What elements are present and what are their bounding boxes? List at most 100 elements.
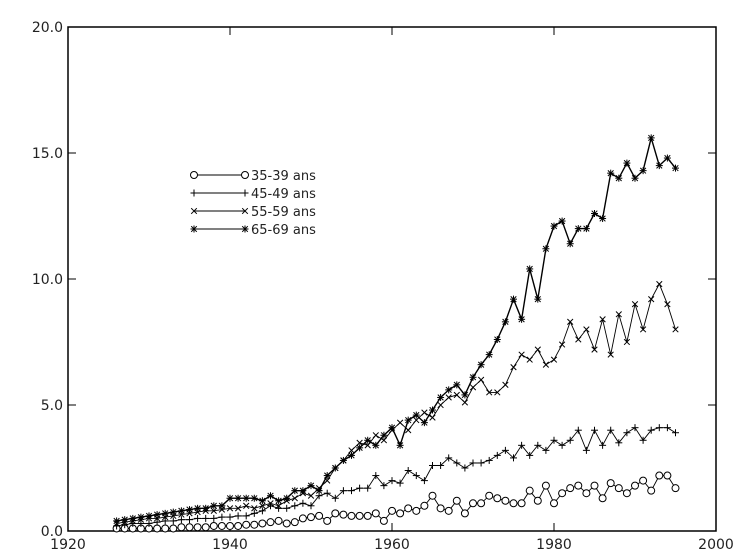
data-point-55-59-ans bbox=[243, 502, 250, 509]
marker-stroke bbox=[275, 497, 282, 504]
marker-stroke bbox=[153, 511, 161, 518]
data-point-45-49-ans bbox=[542, 446, 550, 454]
data-point-65-69-ans bbox=[510, 295, 517, 303]
marker-stroke bbox=[190, 207, 198, 215]
data-point-55-59-ans bbox=[429, 414, 436, 421]
marker-stroke bbox=[137, 513, 145, 521]
data-point-65-69-ans bbox=[607, 169, 615, 177]
marker-stroke bbox=[494, 389, 501, 396]
y-tick-label: 10.0 bbox=[32, 272, 63, 288]
y-tick-label: 15.0 bbox=[32, 146, 63, 162]
data-point-55-59-ans bbox=[445, 394, 452, 401]
data-point-35-39-ans bbox=[209, 521, 218, 530]
data-point-45-49-ans bbox=[307, 502, 315, 510]
data-point-35-39-ans bbox=[420, 501, 429, 510]
marker-stroke bbox=[672, 164, 679, 172]
marker-stroke bbox=[396, 442, 404, 449]
data-point-45-49-ans bbox=[210, 514, 218, 522]
series-group bbox=[112, 134, 680, 533]
data-point-35-39-ans bbox=[631, 481, 639, 490]
marker-stroke bbox=[599, 215, 606, 222]
data-point-65-69-ans bbox=[550, 222, 558, 230]
legend-label: 55-59 ans bbox=[251, 205, 316, 220]
data-point-35-39-ans bbox=[185, 523, 194, 532]
data-point-45-49-ans bbox=[437, 461, 445, 469]
data-point-35-39-ans bbox=[331, 509, 340, 518]
data-point-45-49-ans bbox=[510, 454, 517, 462]
data-point-45-49-ans bbox=[137, 519, 145, 527]
data-point-35-39-ans bbox=[436, 504, 445, 513]
data-point-65-69-ans bbox=[129, 514, 137, 522]
data-point-35-39-ans bbox=[493, 494, 502, 503]
marker-stroke bbox=[591, 210, 598, 217]
legend-item-65-69-ans: 65-69 ans bbox=[190, 223, 316, 238]
marker-stroke bbox=[542, 361, 550, 368]
data-point-45-49-ans bbox=[663, 424, 671, 432]
data-point-35-39-ans bbox=[412, 506, 421, 515]
data-point-35-39-ans bbox=[541, 481, 550, 490]
x-tick-label: 2000 bbox=[698, 537, 734, 553]
legend-item-35-39-ans: 35-39 ans bbox=[190, 169, 316, 184]
data-point-55-59-ans bbox=[364, 442, 371, 449]
marker-stroke bbox=[518, 316, 525, 323]
data-point-55-59-ans bbox=[567, 318, 574, 325]
data-point-55-59-ans bbox=[558, 341, 566, 348]
data-point-65-69-ans bbox=[437, 393, 445, 401]
data-point-55-59-ans bbox=[664, 301, 671, 308]
data-point-65-69-ans bbox=[177, 507, 185, 515]
marker-stroke bbox=[129, 515, 136, 522]
data-point-65-69-ans bbox=[153, 511, 161, 519]
marker-stroke bbox=[558, 341, 566, 348]
data-point-65-69-ans bbox=[412, 411, 420, 419]
data-point-55-59-ans bbox=[226, 505, 234, 512]
marker-stroke bbox=[518, 351, 525, 358]
marker-stroke bbox=[550, 356, 558, 363]
legend-item-55-59-ans: 55-59 ans bbox=[190, 205, 316, 220]
data-point-55-59-ans bbox=[526, 356, 533, 363]
data-point-45-49-ans bbox=[477, 459, 485, 467]
data-point-55-59-ans bbox=[405, 427, 412, 434]
legend-marker bbox=[241, 171, 249, 179]
marker-stroke bbox=[421, 409, 428, 416]
data-point-35-39-ans bbox=[339, 510, 348, 519]
marker-stroke bbox=[656, 280, 663, 288]
marker-stroke bbox=[283, 495, 290, 502]
data-point-35-39-ans bbox=[647, 486, 656, 495]
marker-stroke bbox=[413, 411, 420, 419]
data-point-65-69-ans bbox=[615, 174, 623, 182]
data-point-35-39-ans bbox=[371, 509, 380, 518]
data-point-35-39-ans bbox=[469, 499, 477, 508]
data-point-55-59-ans bbox=[502, 381, 509, 388]
data-point-35-39-ans bbox=[639, 476, 648, 485]
y-tick-label: 5.0 bbox=[41, 398, 63, 414]
marker-stroke bbox=[234, 495, 242, 502]
data-point-65-69-ans bbox=[315, 487, 323, 495]
marker-stroke bbox=[121, 516, 128, 523]
data-point-55-59-ans bbox=[251, 505, 258, 512]
data-point-55-59-ans bbox=[453, 391, 460, 399]
data-point-45-49-ans bbox=[623, 429, 631, 437]
data-point-55-59-ans bbox=[413, 416, 420, 424]
marker-stroke bbox=[259, 502, 266, 509]
data-point-55-59-ans bbox=[510, 364, 517, 371]
data-point-55-59-ans bbox=[672, 326, 679, 333]
data-point-35-39-ans bbox=[663, 471, 672, 480]
y-tick-label: 20.0 bbox=[32, 20, 63, 36]
data-point-65-69-ans bbox=[493, 335, 501, 343]
data-point-45-49-ans bbox=[226, 513, 234, 521]
marker-stroke bbox=[623, 338, 631, 346]
data-point-35-39-ans bbox=[428, 491, 437, 500]
data-point-45-49-ans bbox=[469, 459, 477, 467]
data-point-45-49-ans bbox=[194, 514, 202, 522]
data-point-45-49-ans bbox=[453, 459, 461, 467]
data-point-35-39-ans bbox=[517, 499, 526, 508]
data-point-55-59-ans bbox=[356, 439, 363, 446]
marker-stroke bbox=[445, 394, 452, 401]
data-point-45-49-ans bbox=[599, 441, 607, 449]
data-point-65-69-ans bbox=[453, 381, 461, 389]
data-point-55-59-ans bbox=[421, 409, 428, 416]
data-point-45-49-ans bbox=[339, 487, 347, 495]
x-tick-label: 1940 bbox=[212, 537, 248, 553]
marker-stroke bbox=[210, 507, 217, 514]
